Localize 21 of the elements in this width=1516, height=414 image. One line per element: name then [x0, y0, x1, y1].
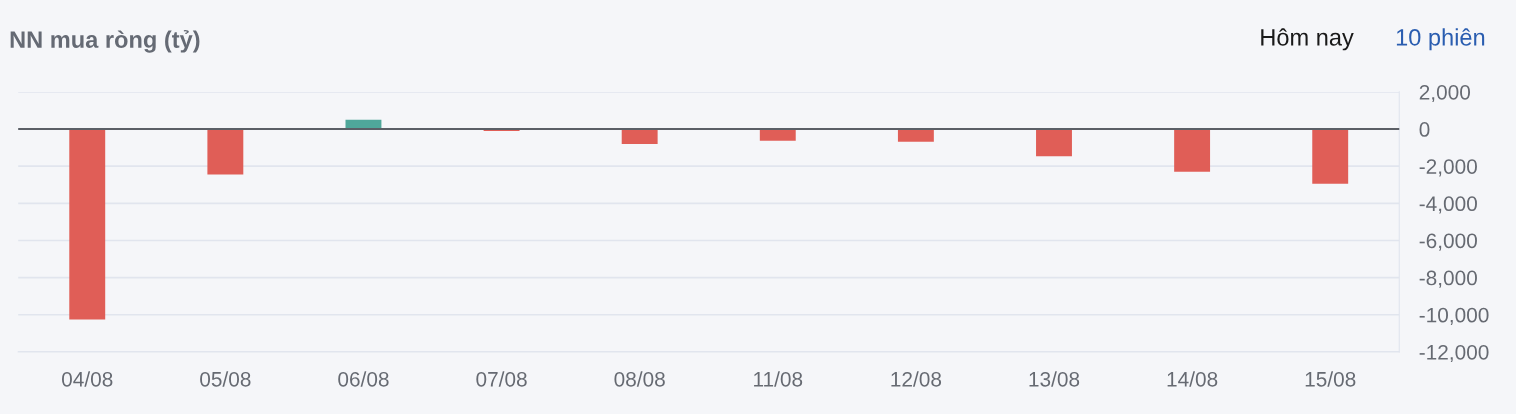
- y-tick-label: 2,000: [1419, 84, 1471, 103]
- y-tick-label: -4,000: [1419, 196, 1477, 214]
- x-tick-label: 06/08: [338, 371, 389, 387]
- x-tick-label: 12/08: [891, 371, 942, 387]
- y-tick-label: -2,000: [1419, 159, 1477, 177]
- chart-title: NN mua ròng (tỷ): [10, 30, 200, 53]
- x-tick-label: 11/08: [754, 371, 803, 387]
- y-tick-label: -8,000: [1419, 270, 1477, 288]
- y-tick-label: 0: [1419, 122, 1430, 137]
- x-tick-label: 14/08: [1167, 371, 1218, 387]
- y-tick-label: -12,000: [1419, 344, 1489, 363]
- x-tick-label: 08/08: [614, 371, 665, 387]
- text: Hôm nay: [1261, 28, 1354, 51]
- text: 10 phiên: [1396, 28, 1485, 51]
- x-tick-label: 15/08: [1305, 371, 1356, 387]
- y-tick-label: -10,000: [1419, 307, 1489, 325]
- y-tick-label: -6,000: [1419, 233, 1477, 251]
- x-tick-label: 04/08: [62, 371, 113, 387]
- x-tick-label: 05/08: [200, 371, 251, 387]
- x-tick-label: 07/08: [476, 371, 527, 387]
- x-tick-label: 13/08: [1029, 371, 1080, 387]
